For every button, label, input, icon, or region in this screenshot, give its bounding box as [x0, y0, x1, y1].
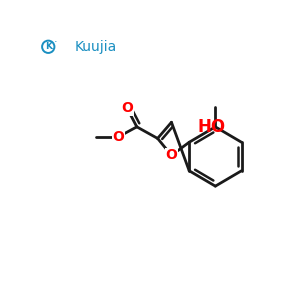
Text: O: O: [166, 148, 177, 162]
Text: O: O: [112, 130, 124, 144]
Text: O: O: [122, 101, 134, 116]
Text: HO: HO: [197, 118, 226, 136]
Text: K: K: [45, 42, 52, 51]
Text: ·: ·: [53, 37, 57, 47]
Text: Kuujia: Kuujia: [74, 40, 117, 54]
